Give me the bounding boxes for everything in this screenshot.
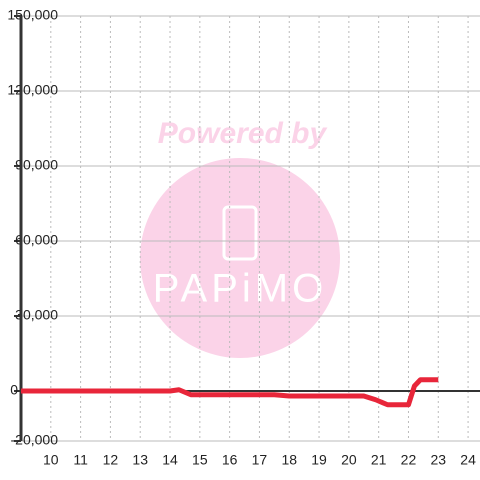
x-tick-label: 23	[430, 452, 446, 468]
data-line	[21, 377, 439, 408]
y-tick-label: -20,000	[11, 432, 59, 448]
x-tick-label: 17	[252, 452, 268, 468]
x-tick-label: 14	[162, 452, 178, 468]
x-tick-label: 22	[401, 452, 417, 468]
watermark-text: Powered by	[158, 117, 328, 150]
x-tick-label: 15	[192, 452, 208, 468]
x-tick-label: 16	[222, 452, 238, 468]
y-tick-label: 150,000	[7, 7, 58, 23]
y-tick-label: 90,000	[15, 157, 58, 173]
y-tick-label: 0	[10, 382, 18, 398]
y-tick-label: 30,000	[15, 307, 58, 323]
x-tick-label: 20	[341, 452, 357, 468]
y-tick-label: 60,000	[15, 232, 58, 248]
x-tick-label: 12	[103, 452, 119, 468]
x-tick-label: 19	[311, 452, 327, 468]
watermark-icon	[222, 205, 258, 261]
x-tick-label: 24	[460, 452, 476, 468]
x-tick-label: 11	[73, 452, 88, 468]
x-tick-label: 13	[132, 452, 148, 468]
x-tick-label: 21	[371, 452, 387, 468]
y-tick-label: 120,000	[7, 82, 58, 98]
x-tick-label: 10	[43, 452, 59, 468]
watermark-logo: PAPiMO	[153, 267, 327, 311]
x-tick-label: 18	[281, 452, 297, 468]
